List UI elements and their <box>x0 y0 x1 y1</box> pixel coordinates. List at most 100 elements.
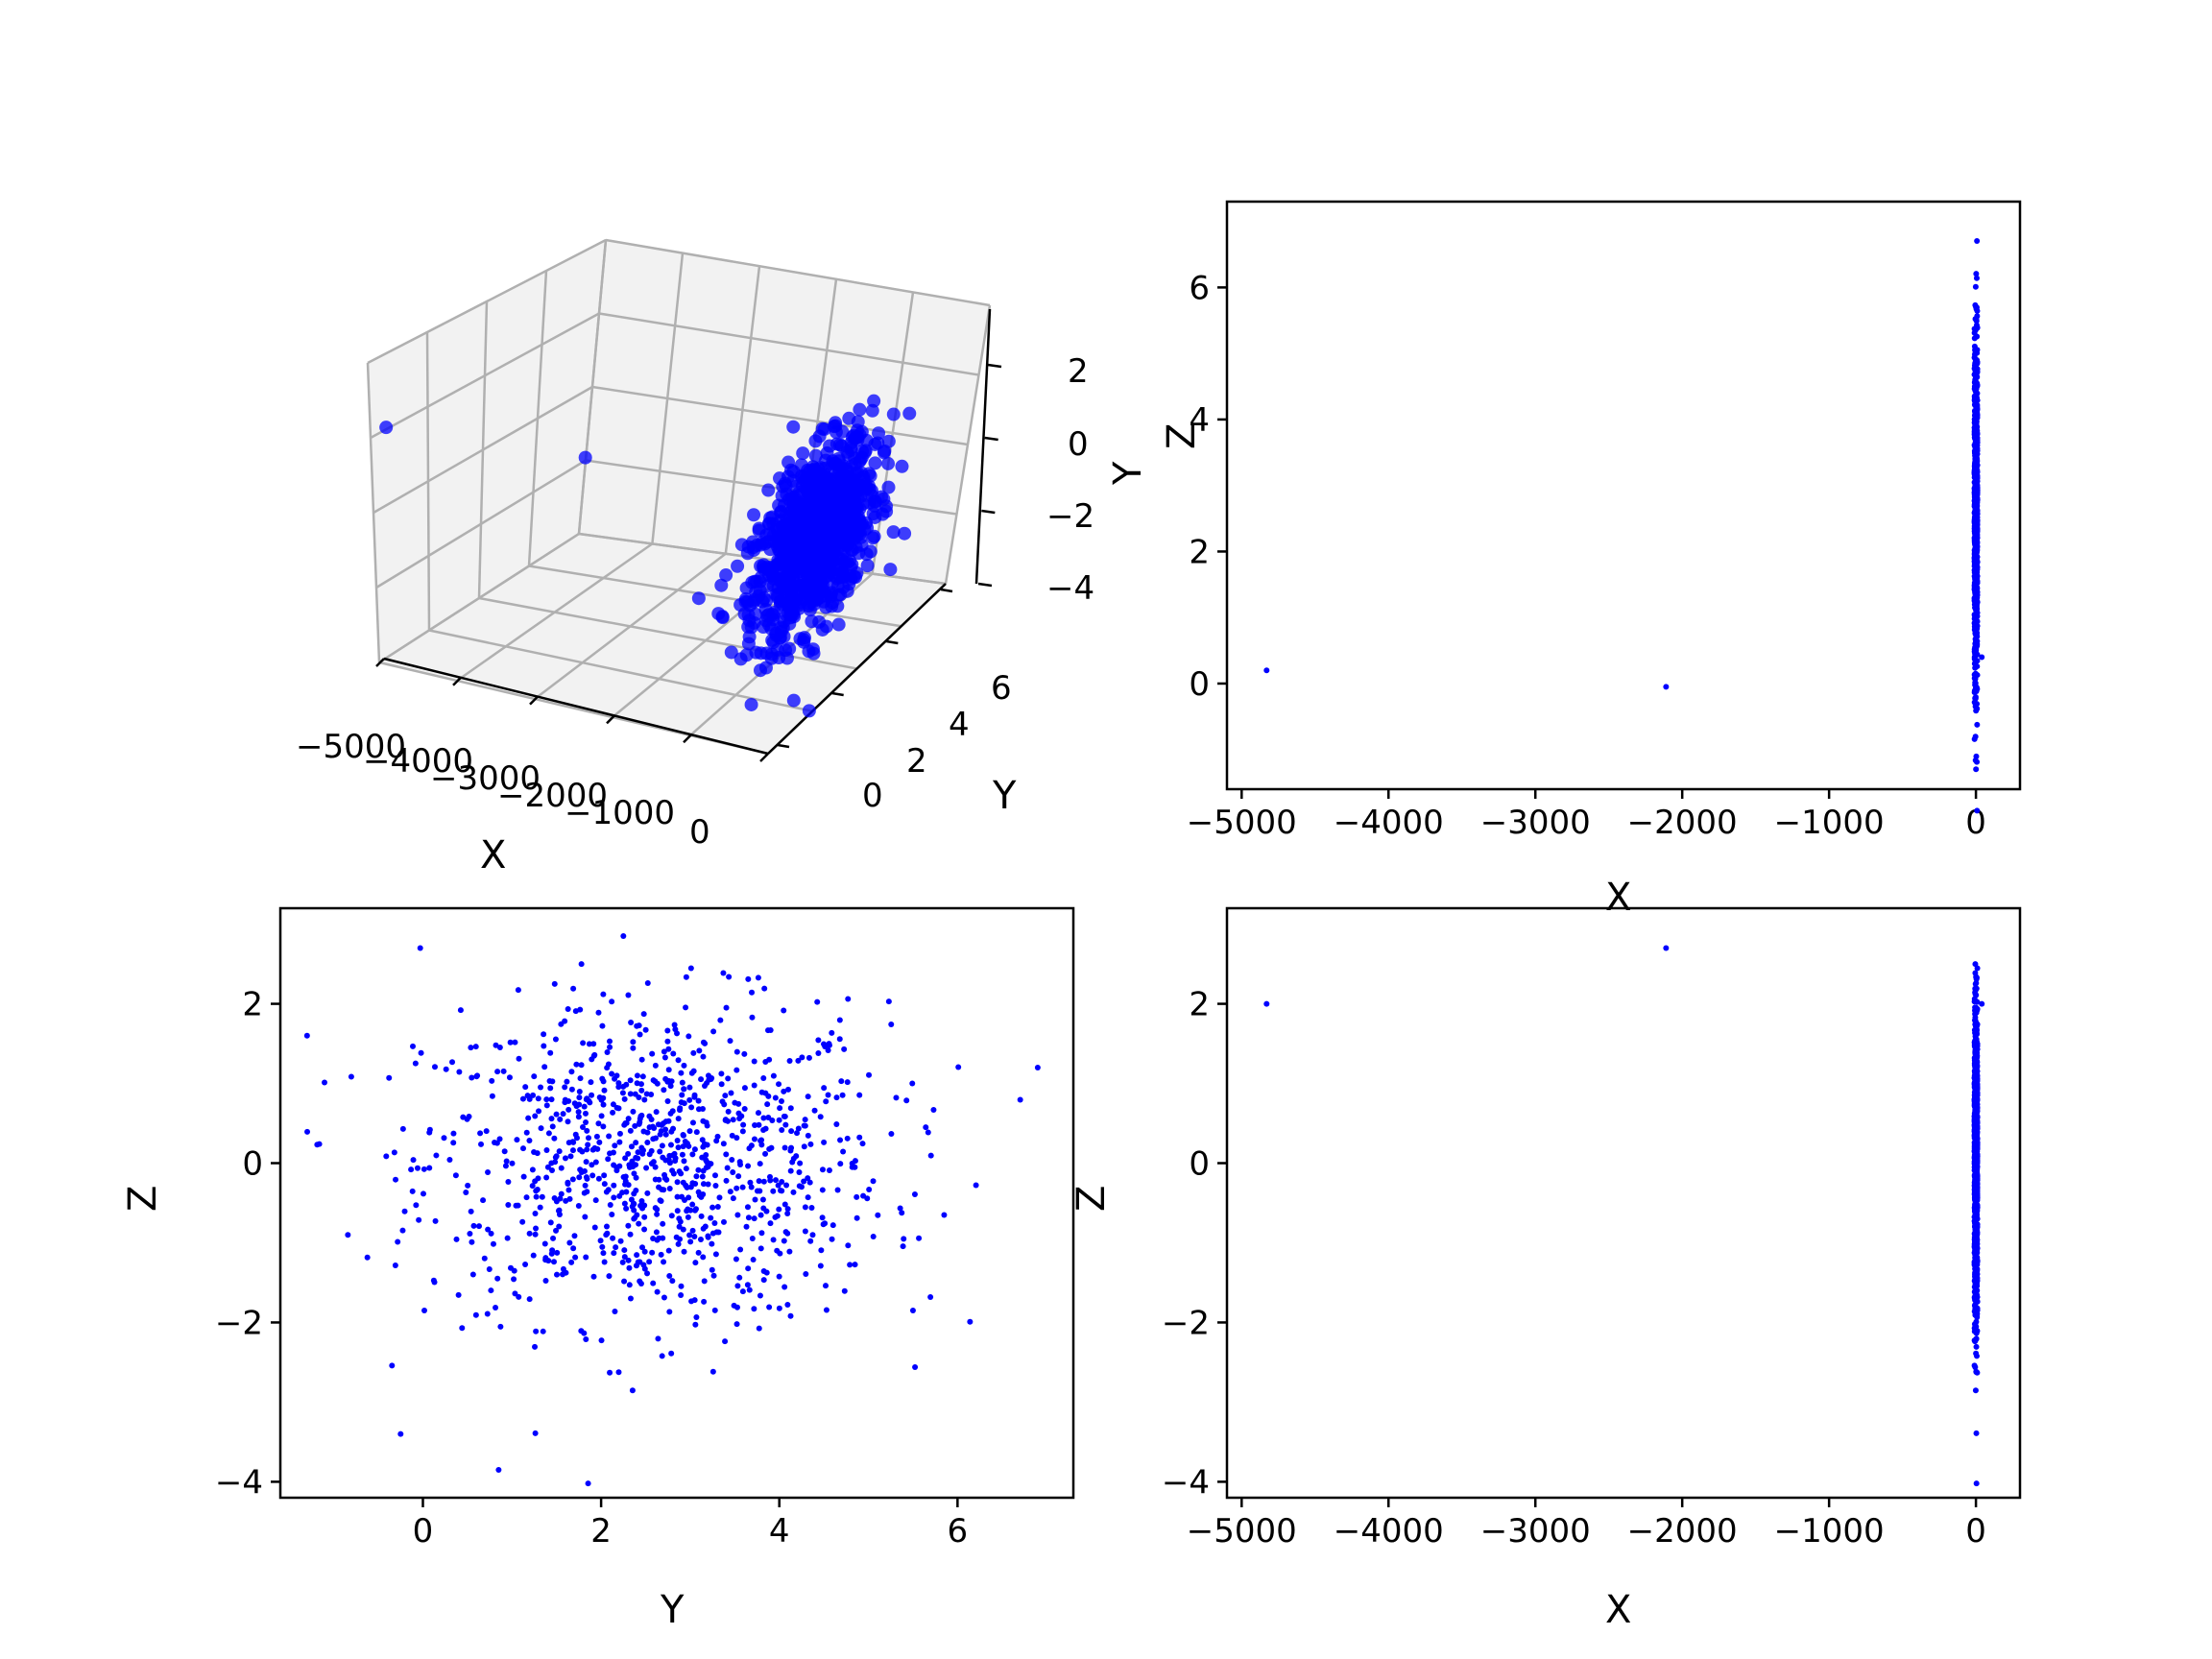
data-point <box>611 1250 617 1257</box>
data-point <box>736 1274 743 1281</box>
data-point <box>599 1243 606 1250</box>
grid-line <box>478 596 857 670</box>
data-point <box>553 1111 560 1118</box>
data-point <box>759 1196 766 1203</box>
data-point-3d <box>839 538 854 552</box>
data-point <box>747 1179 754 1186</box>
data-point-3d <box>786 693 801 708</box>
data-point <box>652 1164 659 1170</box>
data-point <box>1972 429 1979 436</box>
data-point <box>689 1227 696 1234</box>
data-point <box>530 1252 537 1259</box>
data-point <box>733 1321 740 1328</box>
data-point <box>693 1129 700 1136</box>
z-tick-labels-3d: 2 0 −2 −4 <box>1046 352 1094 608</box>
data-point <box>733 1185 740 1191</box>
data-point <box>558 1021 565 1027</box>
data-point <box>539 1193 545 1200</box>
data-point <box>667 1142 674 1148</box>
data-point <box>844 1135 851 1142</box>
data-point <box>584 1127 590 1134</box>
data-point <box>579 1148 586 1155</box>
data-point <box>633 1188 639 1194</box>
data-point <box>581 1167 588 1174</box>
data-point <box>556 1148 563 1155</box>
data-point <box>533 1188 540 1194</box>
data-point-3d <box>806 646 821 661</box>
data-point <box>1972 664 1979 671</box>
data-point <box>543 1102 550 1109</box>
data-point <box>698 1193 705 1200</box>
data-point <box>1974 965 1981 972</box>
data-point <box>546 1078 553 1085</box>
data-point <box>1971 535 1978 541</box>
data-point <box>656 1176 662 1183</box>
data-point <box>670 1170 677 1177</box>
data-point-3d <box>831 617 846 632</box>
x-axis-label-xz: X <box>1605 1588 1631 1632</box>
data-point <box>784 1210 791 1216</box>
data-point <box>589 1146 596 1153</box>
data-point <box>807 1238 814 1244</box>
data-point <box>520 1173 527 1180</box>
data-point <box>572 1008 579 1015</box>
data-point <box>1972 1297 1979 1304</box>
data-point <box>770 1237 777 1243</box>
data-point <box>583 1254 589 1261</box>
data-point <box>699 1154 706 1161</box>
data-point <box>739 1128 746 1135</box>
data-point <box>496 1044 503 1050</box>
data-point <box>677 1107 684 1114</box>
data-point <box>573 1135 580 1142</box>
data-point <box>536 1108 542 1115</box>
data-point <box>630 1164 637 1170</box>
data-point <box>774 1247 781 1254</box>
data-point <box>799 1054 805 1061</box>
data-point <box>1972 1029 1979 1036</box>
data-point <box>607 1038 613 1045</box>
data-point <box>630 1108 637 1115</box>
data-point <box>659 1187 665 1193</box>
data-point <box>925 1129 931 1136</box>
data-point <box>303 1032 310 1039</box>
data-point <box>644 1190 651 1196</box>
data-point-3d <box>769 628 783 642</box>
data-point-3d <box>761 483 776 497</box>
data-point <box>1972 364 1979 371</box>
grid-line <box>366 362 381 663</box>
data-point <box>836 1017 843 1023</box>
data-point <box>538 1125 544 1132</box>
data-point <box>641 1214 648 1220</box>
data-point <box>941 1212 948 1218</box>
data-point <box>1973 565 1980 571</box>
data-point <box>757 1245 764 1252</box>
data-point-3d <box>785 590 800 605</box>
x-tick-label: −2000 <box>497 777 608 815</box>
data-point <box>678 1070 685 1076</box>
data-point <box>644 1270 651 1277</box>
data-point <box>749 1235 756 1241</box>
data-point <box>421 1307 428 1313</box>
data-point-3d <box>763 511 778 525</box>
data-point <box>661 1294 667 1301</box>
data-point <box>507 1039 514 1046</box>
x-tick-label: −2000 <box>1627 804 1738 842</box>
data-point <box>693 1173 700 1180</box>
data-point <box>833 1120 840 1127</box>
data-point <box>1972 399 1979 406</box>
data-point-3d <box>833 570 848 585</box>
data-point <box>501 1148 508 1155</box>
data-point <box>1972 618 1979 625</box>
data-point <box>741 1050 748 1057</box>
data-point <box>817 1114 824 1120</box>
data-point <box>1971 343 1978 349</box>
data-point <box>633 1174 639 1181</box>
data-point <box>622 1155 629 1162</box>
data-point <box>758 1089 765 1095</box>
data-point <box>1973 540 1980 546</box>
data-point <box>627 1077 634 1084</box>
data-point <box>671 1150 678 1157</box>
data-point <box>1973 610 1980 616</box>
data-point <box>526 1230 533 1237</box>
data-point <box>609 1070 615 1077</box>
